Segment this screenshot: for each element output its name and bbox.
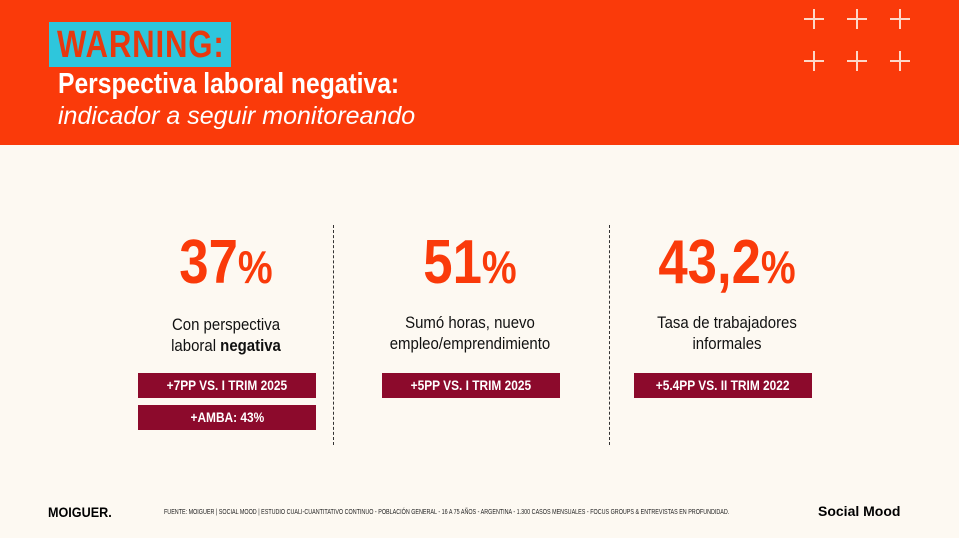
comparison-badge: +7PP VS. I TRIM 2025	[138, 373, 316, 398]
stat-more-hours: 51% Sumó horas, nuevo empleo/emprendimien…	[350, 230, 590, 354]
divider	[609, 225, 610, 445]
divider	[333, 225, 334, 445]
plus-icon	[847, 9, 867, 29]
stat-description: Tasa de trabajadores informales	[657, 313, 797, 353]
comparison-badge: +5PP VS. I TRIM 2025	[382, 373, 560, 398]
plus-icon	[804, 9, 824, 29]
stat-value: 43,2%	[658, 228, 796, 297]
page-title: Perspectiva laboral negativa:	[58, 68, 400, 100]
stat-description: Con perspectiva laboral negativa	[171, 315, 281, 355]
stat-value: 37%	[179, 228, 273, 297]
stat-value: 51%	[423, 228, 517, 297]
amba-badge: +AMBA: 43%	[138, 405, 316, 430]
warning-label: WARNING:	[49, 22, 231, 67]
stat-negative-outlook: 37% Con perspectiva laboral negativa	[106, 230, 346, 356]
stat-informal-workers: 43,2% Tasa de trabajadores informales	[607, 230, 847, 354]
source-note: FUENTE: MOIGUER | SOCIAL MOOD | ESTUDIO …	[164, 507, 730, 516]
social-mood-brand: Social Mood	[818, 503, 901, 519]
plus-icon	[890, 9, 910, 29]
comparison-badge: +5.4PP VS. II TRIM 2022	[634, 373, 812, 398]
header-banner: WARNING: Perspectiva laboral negativa: i…	[0, 0, 959, 145]
warning-text: WARNING:	[57, 24, 225, 66]
plus-icon	[847, 51, 867, 71]
page-subtitle: indicador a seguir monitoreando	[58, 102, 416, 130]
stat-description: Sumó horas, nuevo empleo/emprendimiento	[389, 313, 551, 353]
plus-icon	[804, 51, 824, 71]
moiguer-logo: MOIGUER.	[48, 504, 112, 520]
plus-icon	[890, 51, 910, 71]
